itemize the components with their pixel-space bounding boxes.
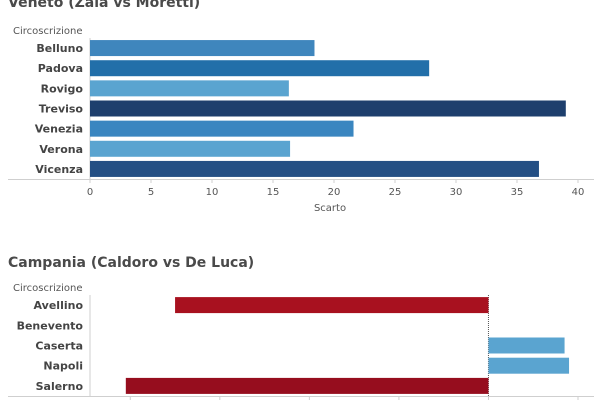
x-tick-label-veneto: 15 <box>267 187 280 198</box>
chart-title-campania: Campania (Caldoro vs De Luca) <box>8 255 255 271</box>
category-label-belluno: Belluno <box>36 42 83 55</box>
bar-verona <box>90 140 291 157</box>
x-tick-label-veneto: 5 <box>148 187 154 198</box>
dimension-label-veneto: Circoscrizione <box>13 26 83 37</box>
x-tick-label-veneto: 20 <box>328 187 341 198</box>
bar-padova <box>90 60 430 77</box>
x-tick-label-veneto: 10 <box>206 187 219 198</box>
bar-salerno <box>125 377 489 394</box>
category-label-avellino: Avellino <box>34 299 84 312</box>
category-label-vicenza: Vicenza <box>35 163 83 176</box>
x-tick-label-veneto: 0 <box>87 187 93 198</box>
x-tick-label-veneto: 35 <box>511 187 524 198</box>
bar-vicenza <box>90 160 539 177</box>
category-label-benevento: Benevento <box>17 319 84 332</box>
category-label-caserta: Caserta <box>35 340 83 353</box>
x-tick-label-veneto: 25 <box>389 187 402 198</box>
bar-caserta <box>488 337 565 354</box>
category-label-salerno: Salerno <box>36 380 84 393</box>
category-label-verona: Verona <box>39 143 83 156</box>
bar-rovigo <box>90 80 289 97</box>
x-tick-label-veneto: 30 <box>450 187 463 198</box>
bar-treviso <box>90 100 566 117</box>
dimension-label-campania: Circoscrizione <box>13 283 83 294</box>
x-axis-title-veneto: Scarto <box>314 203 346 214</box>
bar-venezia <box>90 120 354 137</box>
category-label-treviso: Treviso <box>39 103 84 116</box>
category-label-rovigo: Rovigo <box>41 82 84 95</box>
category-label-venezia: Venezia <box>35 123 83 136</box>
category-label-napoli: Napoli <box>43 360 83 373</box>
chart-title-veneto: Veneto (Zaia vs Moretti) <box>8 0 201 11</box>
x-tick-label-veneto: 40 <box>572 187 585 198</box>
bar-belluno <box>90 40 315 57</box>
category-label-padova: Padova <box>38 62 83 75</box>
bar-avellino <box>175 297 489 314</box>
bar-napoli <box>488 357 570 374</box>
